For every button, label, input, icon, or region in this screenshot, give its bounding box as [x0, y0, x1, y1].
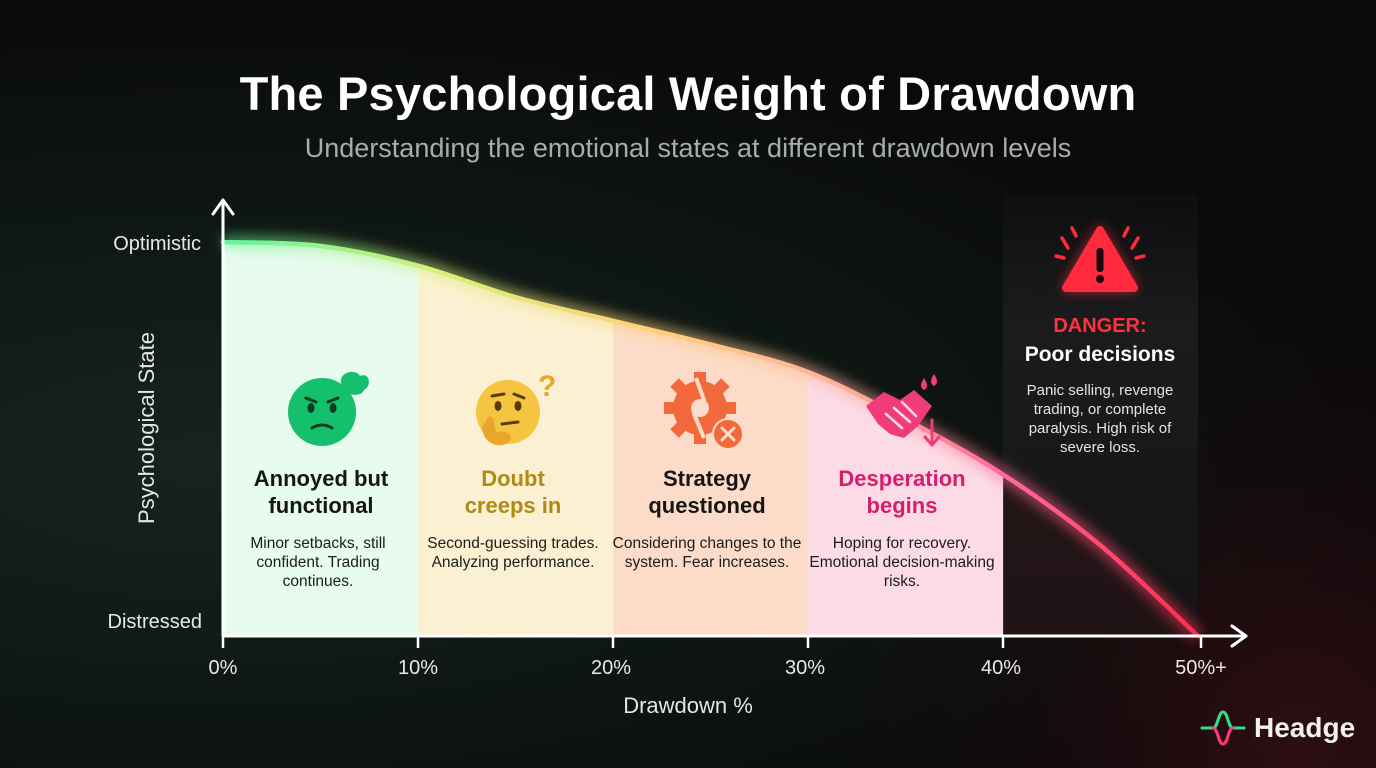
- page-subtitle: Understanding the emotional states at di…: [304, 133, 1072, 163]
- x-tick-20: 20%: [590, 657, 632, 679]
- zone-2-description: Second-guessing trades. Analyzing perfor…: [427, 535, 599, 571]
- svg-text:?: ?: [538, 370, 556, 403]
- x-tick-50: 50%+: [1175, 657, 1227, 679]
- x-axis-title: Drawdown %: [623, 693, 753, 718]
- x-tick-10: 10%: [397, 657, 439, 679]
- danger-label: DANGER:: [1053, 315, 1147, 337]
- sweaty-handshake-icon: [866, 374, 941, 447]
- zone-4-heading: Desperation begins: [838, 466, 966, 518]
- thinking-face-icon: ?: [476, 370, 556, 446]
- x-tick-0: 0%: [208, 657, 238, 679]
- brand-name: Headge: [1254, 712, 1356, 743]
- headge-logo-icon: [1200, 710, 1246, 746]
- brand: Headge: [1200, 706, 1355, 750]
- danger-description: Panic selling, revenge trading, or compl…: [1026, 382, 1174, 456]
- zone-1-heading: Annoyed but functional: [253, 466, 389, 518]
- page-title: The Psychological Weight of Drawdown: [239, 67, 1137, 120]
- zone-3-heading: Strategy questioned: [648, 466, 766, 518]
- y-axis-title: Psychological State: [134, 332, 159, 524]
- psychological-state-line: [220, 239, 1201, 639]
- y-tick-distressed: Distressed: [107, 611, 202, 633]
- icons-layer: ?: [288, 226, 1146, 450]
- x-axis-arrow: [1230, 624, 1248, 648]
- warning-triangle-icon: [1054, 226, 1146, 292]
- danger-heading: Poor decisions: [1024, 343, 1176, 366]
- zone-3-description: Considering changes to the system. Fear …: [612, 535, 802, 571]
- axes-layer: [211, 198, 1248, 648]
- annoyed-face-icon: [288, 371, 369, 446]
- broken-gear-icon: [664, 372, 744, 450]
- x-tick-40: 40%: [980, 657, 1022, 679]
- curve-layer: [220, 235, 1203, 642]
- zone-1-description: Minor setbacks, still confident. Trading…: [250, 535, 386, 590]
- x-tick-30: 30%: [784, 657, 826, 679]
- y-axis-arrow: [211, 198, 235, 216]
- zone-4-description: Hoping for recovery. Emotional decision-…: [809, 535, 995, 590]
- y-tick-optimistic: Optimistic: [113, 233, 201, 255]
- zone-2-heading: Doubt creeps in: [464, 466, 562, 518]
